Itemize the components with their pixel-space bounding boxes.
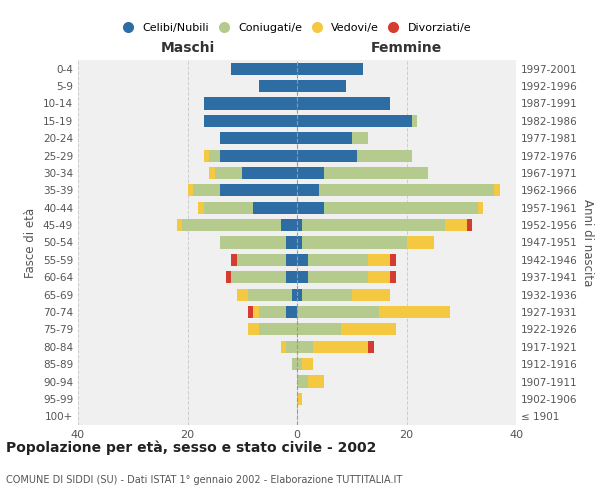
Bar [412,115,418,127]
Bar [390,271,395,283]
Bar [297,271,308,283]
Bar [199,202,204,214]
Bar [281,219,297,231]
Bar [232,271,286,283]
Bar [302,219,445,231]
Bar [242,167,297,179]
Bar [494,184,500,196]
Bar [286,340,297,353]
Bar [308,376,325,388]
Bar [352,288,390,300]
Bar [286,306,297,318]
Bar [204,202,253,214]
Bar [176,219,182,231]
Bar [478,202,483,214]
Bar [259,306,286,318]
Text: Popolazione per età, sesso e stato civile - 2002: Popolazione per età, sesso e stato civil… [6,440,376,455]
Bar [281,340,286,353]
Bar [297,324,341,336]
Bar [286,271,297,283]
Bar [297,340,313,353]
Bar [302,288,352,300]
Bar [220,150,297,162]
Bar [220,132,297,144]
Bar [341,324,395,336]
Bar [182,219,281,231]
Bar [297,115,412,127]
Bar [209,150,220,162]
Bar [237,254,286,266]
Bar [379,306,450,318]
Bar [297,62,362,75]
Bar [325,167,428,179]
Bar [297,358,302,370]
Bar [368,271,390,283]
Bar [286,254,297,266]
Bar [248,306,253,318]
Bar [297,236,302,248]
Bar [308,254,368,266]
Bar [204,150,209,162]
Text: Maschi: Maschi [160,41,215,55]
Bar [215,167,242,179]
Bar [292,358,297,370]
Bar [220,184,297,196]
Bar [390,254,395,266]
Bar [297,167,325,179]
Y-axis label: Fasce di età: Fasce di età [25,208,37,278]
Bar [248,288,292,300]
Bar [297,306,379,318]
Bar [237,288,248,300]
Bar [297,254,308,266]
Bar [286,236,297,248]
Bar [297,376,308,388]
Bar [248,324,259,336]
Bar [302,358,313,370]
Bar [232,62,297,75]
Bar [232,254,237,266]
Bar [467,219,472,231]
Bar [297,184,319,196]
Bar [209,167,215,179]
Bar [292,288,297,300]
Y-axis label: Anni di nascita: Anni di nascita [581,199,594,286]
Bar [193,184,220,196]
Bar [297,150,357,162]
Bar [319,184,494,196]
Bar [259,80,297,92]
Bar [226,271,232,283]
Bar [253,202,297,214]
Bar [302,236,407,248]
Bar [313,340,368,353]
Bar [325,202,478,214]
Bar [368,340,374,353]
Text: Femmine: Femmine [371,41,442,55]
Legend: Celibi/Nubili, Coniugati/e, Vedovi/e, Divorziati/e: Celibi/Nubili, Coniugati/e, Vedovi/e, Di… [118,18,476,38]
Bar [259,324,297,336]
Bar [297,219,302,231]
Bar [253,306,259,318]
Bar [220,236,286,248]
Bar [297,132,352,144]
Bar [297,288,302,300]
Bar [204,115,297,127]
Text: COMUNE DI SIDDI (SU) - Dati ISTAT 1° gennaio 2002 - Elaborazione TUTTITALIA.IT: COMUNE DI SIDDI (SU) - Dati ISTAT 1° gen… [6,475,402,485]
Bar [187,184,193,196]
Bar [204,98,297,110]
Bar [407,236,434,248]
Bar [352,132,368,144]
Bar [297,202,325,214]
Bar [445,219,467,231]
Bar [308,271,368,283]
Bar [297,393,302,405]
Bar [368,254,390,266]
Bar [297,80,346,92]
Bar [297,98,390,110]
Bar [357,150,412,162]
